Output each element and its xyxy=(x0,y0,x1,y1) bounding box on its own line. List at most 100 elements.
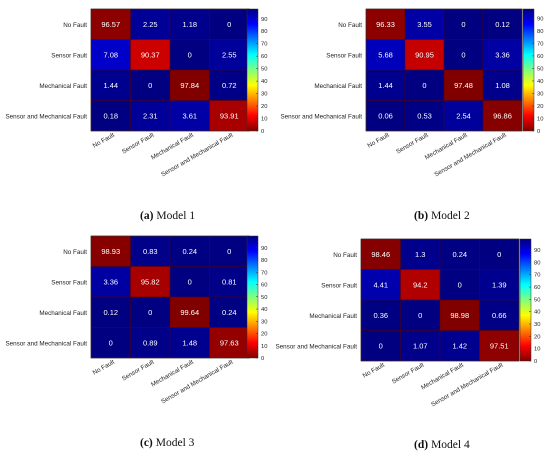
matrix-cell xyxy=(400,269,441,301)
caption-model-name: Model 4 xyxy=(431,439,470,451)
matrix-cell xyxy=(130,39,171,71)
matrix-cell xyxy=(209,235,250,267)
colorbar-tick-label: 20 xyxy=(534,334,540,340)
matrix-cell xyxy=(439,238,480,270)
colorbar-tick-label: 10 xyxy=(537,116,543,122)
cell-value-label: 1.39 xyxy=(492,280,507,289)
cell-value-label: 96.33 xyxy=(376,20,395,29)
matrix-cell xyxy=(169,100,210,132)
matrix-cell xyxy=(209,8,250,40)
cell-value-label: 0 xyxy=(188,50,192,59)
cell-value-label: 0.06 xyxy=(378,111,393,120)
confusion-matrix-panel: 96.33 3.55 0 0.12 5.68 90.95 0 3.36 1.44 0 97.48 1.… xyxy=(280,8,543,222)
matrix-border xyxy=(360,238,520,362)
matrix-cell xyxy=(130,266,171,298)
matrix-cell xyxy=(400,299,441,331)
cell-value-label: 1.3 xyxy=(415,250,425,259)
colorbar-tick-label: 90 xyxy=(534,248,540,254)
cell-value-label: 3.36 xyxy=(495,50,510,59)
matrix-cell xyxy=(169,235,210,267)
colorbar-tick-label: 50 xyxy=(537,66,543,72)
matrix-cell xyxy=(209,296,250,328)
matrix-cell xyxy=(479,330,520,362)
matrix-cell xyxy=(209,69,250,101)
cell-value-label: 4.41 xyxy=(373,280,388,289)
cell-value-label: 1.44 xyxy=(378,81,393,90)
cell-value-label: 0 xyxy=(148,81,152,90)
matrix-cell xyxy=(209,100,250,132)
column-label: Sensor Fault xyxy=(395,132,430,156)
cell-value-label: 0.81 xyxy=(222,277,237,286)
colorbar-tick-label: 40 xyxy=(261,307,267,313)
colorbar-tick-label: 30 xyxy=(261,319,267,325)
colorbar-tick-label: 20 xyxy=(261,332,267,338)
row-label: Sensor and Mechanical Fault xyxy=(280,113,362,120)
colorbar-tick-label: 10 xyxy=(261,117,267,123)
panel-caption: (a) Model 1 xyxy=(140,210,195,222)
caption-model-name: Model 2 xyxy=(431,210,470,222)
row-label: Sensor Fault xyxy=(51,279,87,286)
caption-letter: (b) xyxy=(414,210,428,222)
row-label: Sensor and Mechanical Fault xyxy=(5,113,87,120)
matrix-cell xyxy=(90,8,131,40)
cell-value-label: 0.66 xyxy=(492,311,507,320)
cell-value-label: 0.53 xyxy=(417,111,432,120)
cell-value-label: 0 xyxy=(461,20,465,29)
colorbar-tick-label: 0 xyxy=(537,129,540,135)
colorbar-tick-label: 90 xyxy=(537,16,543,22)
cell-value-label: 0.24 xyxy=(222,308,237,317)
matrix-cell xyxy=(209,39,250,71)
cell-value-label: 0 xyxy=(227,20,231,29)
matrix-cell xyxy=(443,39,484,71)
row-label: No Fault xyxy=(63,22,87,29)
column-label: No Fault xyxy=(366,132,390,150)
colorbar xyxy=(522,8,535,132)
column-label: Sensor Fault xyxy=(121,132,156,156)
caption-model-name: Model 3 xyxy=(156,437,195,449)
matrix-cell xyxy=(169,327,210,359)
cell-value-label: 0 xyxy=(418,311,422,320)
colorbar-tick-label: 20 xyxy=(537,104,543,110)
caption-letter: (a) xyxy=(140,210,154,222)
row-label: No Fault xyxy=(338,22,362,29)
cell-value-label: 0 xyxy=(497,250,501,259)
matrix-cell xyxy=(90,39,131,71)
row-label: Sensor Fault xyxy=(321,282,357,289)
cell-value-label: 97.84 xyxy=(180,81,199,90)
cell-value-label: 0.72 xyxy=(222,81,237,90)
row-label: Mechanical Fault xyxy=(309,313,357,320)
column-label: Sensor Fault xyxy=(391,362,426,386)
panel-caption: (c) Model 3 xyxy=(140,437,195,449)
cell-value-label: 1.48 xyxy=(182,338,197,347)
cell-value-label: 0 xyxy=(148,308,152,317)
cell-value-label: 97.48 xyxy=(454,81,473,90)
matrix-cell xyxy=(90,266,131,298)
colorbar-tick-label: 50 xyxy=(534,297,540,303)
column-label: Sensor and Mechanical Fault xyxy=(430,362,504,409)
cell-value-label: 95.82 xyxy=(141,277,160,286)
cell-value-label: 0 xyxy=(227,247,231,256)
confusion-matrix-panel: 98.46 1.3 0.24 0 4.41 94.2 0 1.39 0.36 0 98.98 0.66… xyxy=(275,238,540,451)
cell-value-label: 0.24 xyxy=(182,247,197,256)
colorbar-tick-label: 60 xyxy=(261,54,267,60)
cell-value-label: 0.18 xyxy=(103,111,118,120)
row-label: Sensor and Mechanical Fault xyxy=(275,343,357,350)
cell-value-label: 96.57 xyxy=(101,20,120,29)
cell-value-label: 97.63 xyxy=(220,338,239,347)
colorbar xyxy=(519,238,532,362)
colorbar-tick-label: 10 xyxy=(534,347,540,353)
cell-value-label: 5.68 xyxy=(378,50,393,59)
colorbar-tick-label: 0 xyxy=(261,356,264,362)
column-label: Sensor and Mechanical Fault xyxy=(433,132,507,179)
colorbar-tick-label: 70 xyxy=(534,273,540,279)
cell-value-label: 0.24 xyxy=(452,250,467,259)
row-label: No Fault xyxy=(333,252,357,259)
cell-value-label: 94.2 xyxy=(413,280,428,289)
matrix-border xyxy=(365,8,523,132)
panel-caption: (b) Model 2 xyxy=(414,210,470,222)
cell-value-label: 0.12 xyxy=(103,308,118,317)
cell-value-label: 0.36 xyxy=(373,311,388,320)
colorbar-tick-label: 60 xyxy=(261,283,267,289)
cell-value-label: 99.64 xyxy=(180,308,199,317)
matrix-cell xyxy=(443,8,484,40)
